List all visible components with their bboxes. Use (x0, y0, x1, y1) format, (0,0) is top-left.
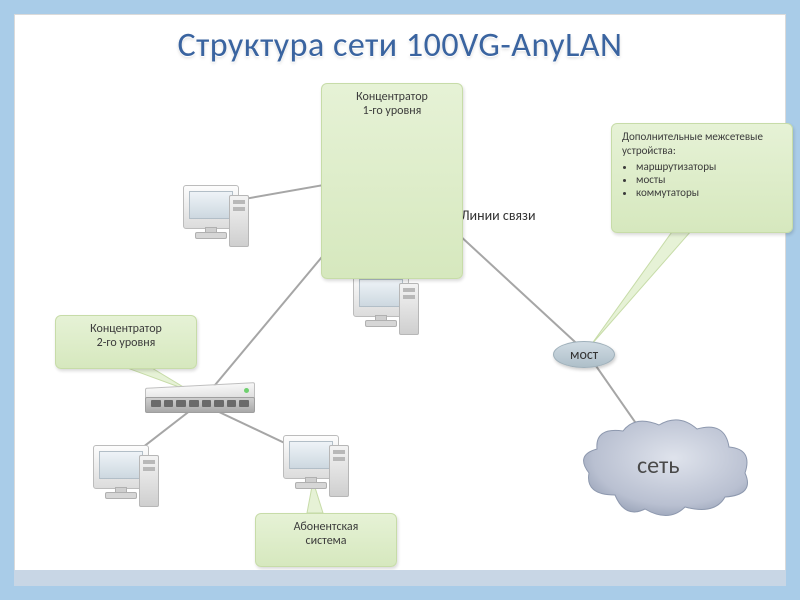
callout-extra-devices: Дополнительные межсетевые устройства: ма… (611, 123, 793, 233)
slide-inner: Структура сети 100VG-AnyLAN мост (14, 14, 786, 586)
list-item: маршрутизаторы (636, 160, 782, 173)
footer-bar (14, 570, 786, 586)
bridge-label: мост (570, 346, 598, 363)
callout-text: Концентратор2-го уровня (90, 322, 162, 350)
callout-head: Дополнительные межсетевые устройства: (622, 130, 782, 158)
callout-hub1: Концентратор1-го уровня (321, 83, 463, 279)
cloud-label: сеть (637, 451, 680, 480)
callout-hub2: Концентратор2-го уровня (55, 315, 197, 369)
computer-icon (85, 445, 155, 515)
computer-icon (275, 435, 345, 505)
computer-icon (175, 185, 245, 255)
callout-text: Абонентскаясистема (294, 520, 359, 548)
callout-client: Абонентскаясистема (255, 513, 397, 567)
slide: Структура сети 100VG-AnyLAN мост (0, 0, 800, 600)
callout-list: маршрутизаторы мосты коммутаторы (622, 160, 782, 200)
list-item: коммутаторы (636, 186, 782, 199)
computer-icon (345, 273, 415, 343)
hub-level-2 (145, 385, 255, 413)
callout-pointer-icon (332, 118, 632, 268)
bridge-node: мост (553, 341, 615, 368)
network-cloud: сеть (575, 415, 745, 530)
list-item: мосты (636, 173, 782, 186)
callout-text: Концентратор1-го уровня (356, 90, 428, 118)
hub-led-icon (244, 388, 249, 393)
